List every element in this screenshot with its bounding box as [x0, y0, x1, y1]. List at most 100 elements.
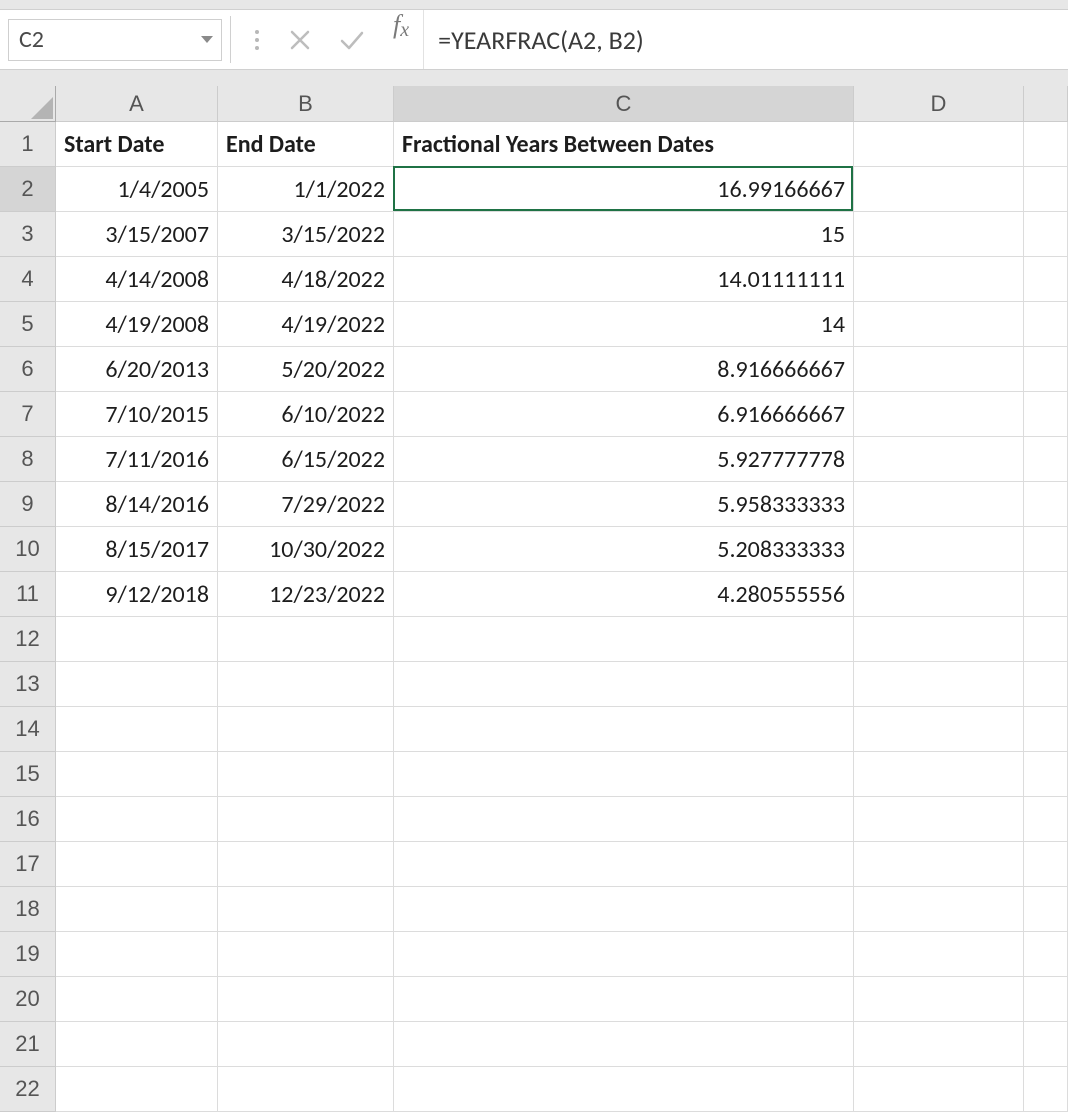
- cell[interactable]: [56, 842, 218, 887]
- cell[interactable]: [854, 572, 1024, 617]
- cell[interactable]: [394, 1022, 854, 1067]
- cell[interactable]: [854, 707, 1024, 752]
- cell[interactable]: 5/20/2022: [218, 347, 394, 392]
- cell[interactable]: [1024, 1022, 1068, 1067]
- cell[interactable]: 14: [394, 302, 854, 347]
- cell[interactable]: [1024, 527, 1068, 572]
- cell[interactable]: [854, 302, 1024, 347]
- cell[interactable]: [218, 707, 394, 752]
- cell[interactable]: 6/20/2013: [56, 347, 218, 392]
- row-header[interactable]: 16: [0, 797, 56, 842]
- cell[interactable]: 5.927777778: [394, 437, 854, 482]
- cell[interactable]: 14.01111111: [394, 257, 854, 302]
- cell[interactable]: [1024, 212, 1068, 257]
- cell[interactable]: 12/23/2022: [218, 572, 394, 617]
- column-header[interactable]: A: [56, 86, 218, 122]
- cell[interactable]: 6/15/2022: [218, 437, 394, 482]
- cell[interactable]: [56, 707, 218, 752]
- cell[interactable]: [854, 482, 1024, 527]
- cell[interactable]: [854, 887, 1024, 932]
- cell[interactable]: [1024, 617, 1068, 662]
- cell[interactable]: Fractional Years Between Dates: [394, 122, 854, 167]
- cell[interactable]: [56, 1022, 218, 1067]
- cell[interactable]: [1024, 302, 1068, 347]
- cell[interactable]: [56, 887, 218, 932]
- column-header[interactable]: D: [854, 86, 1024, 122]
- formula-input[interactable]: =YEARFRAC(A2, B2): [423, 10, 1068, 69]
- cell[interactable]: 16.99166667: [394, 167, 854, 212]
- cell[interactable]: [854, 617, 1024, 662]
- chevron-down-icon[interactable]: [201, 36, 213, 43]
- cell[interactable]: [218, 797, 394, 842]
- cell[interactable]: [218, 1067, 394, 1112]
- cell[interactable]: [1024, 752, 1068, 797]
- cell[interactable]: 1/4/2005: [56, 167, 218, 212]
- cell[interactable]: [1024, 257, 1068, 302]
- cell[interactable]: [1024, 707, 1068, 752]
- column-header[interactable]: C: [394, 86, 854, 122]
- row-header[interactable]: 13: [0, 662, 56, 707]
- cell[interactable]: [218, 842, 394, 887]
- fx-icon[interactable]: fx: [387, 10, 423, 69]
- cell[interactable]: [854, 1067, 1024, 1112]
- worksheet-grid[interactable]: ABCD1Start DateEnd DateFractional Years …: [0, 86, 1068, 1112]
- cell[interactable]: [1024, 122, 1068, 167]
- cell[interactable]: 7/29/2022: [218, 482, 394, 527]
- column-header[interactable]: [1024, 86, 1068, 122]
- cell[interactable]: [56, 662, 218, 707]
- cell[interactable]: [218, 932, 394, 977]
- cell[interactable]: 5.208333333: [394, 527, 854, 572]
- cell[interactable]: End Date: [218, 122, 394, 167]
- cell[interactable]: [1024, 932, 1068, 977]
- row-header[interactable]: 14: [0, 707, 56, 752]
- cell[interactable]: [394, 1067, 854, 1112]
- cell[interactable]: 4/19/2008: [56, 302, 218, 347]
- row-header[interactable]: 18: [0, 887, 56, 932]
- cell[interactable]: [394, 662, 854, 707]
- cell[interactable]: [1024, 437, 1068, 482]
- cell[interactable]: [854, 167, 1024, 212]
- cell[interactable]: 3/15/2007: [56, 212, 218, 257]
- cell[interactable]: [56, 797, 218, 842]
- cell[interactable]: [394, 977, 854, 1022]
- cell[interactable]: [1024, 797, 1068, 842]
- cell[interactable]: [56, 752, 218, 797]
- row-header[interactable]: 9: [0, 482, 56, 527]
- cell[interactable]: [394, 932, 854, 977]
- cell[interactable]: [218, 977, 394, 1022]
- cell[interactable]: 15: [394, 212, 854, 257]
- cell[interactable]: 9/12/2018: [56, 572, 218, 617]
- row-header[interactable]: 8: [0, 437, 56, 482]
- cell[interactable]: 4/14/2008: [56, 257, 218, 302]
- cell[interactable]: [854, 977, 1024, 1022]
- cell[interactable]: [854, 437, 1024, 482]
- cell[interactable]: [56, 617, 218, 662]
- row-header[interactable]: 15: [0, 752, 56, 797]
- row-header[interactable]: 12: [0, 617, 56, 662]
- cell[interactable]: 7/10/2015: [56, 392, 218, 437]
- row-header[interactable]: 5: [0, 302, 56, 347]
- cell[interactable]: [854, 122, 1024, 167]
- row-header[interactable]: 11: [0, 572, 56, 617]
- cell[interactable]: [218, 617, 394, 662]
- cell[interactable]: 5.958333333: [394, 482, 854, 527]
- cell[interactable]: 6.916666667: [394, 392, 854, 437]
- cell[interactable]: [854, 932, 1024, 977]
- cell[interactable]: [56, 932, 218, 977]
- row-header[interactable]: 4: [0, 257, 56, 302]
- cell[interactable]: 7/11/2016: [56, 437, 218, 482]
- cell[interactable]: 3/15/2022: [218, 212, 394, 257]
- cell[interactable]: [1024, 1067, 1068, 1112]
- row-header[interactable]: 6: [0, 347, 56, 392]
- row-header[interactable]: 20: [0, 977, 56, 1022]
- cell[interactable]: [394, 707, 854, 752]
- cell[interactable]: [854, 257, 1024, 302]
- cell[interactable]: Start Date: [56, 122, 218, 167]
- cell[interactable]: [56, 977, 218, 1022]
- cell[interactable]: [854, 527, 1024, 572]
- cell[interactable]: [56, 1067, 218, 1112]
- row-header[interactable]: 22: [0, 1067, 56, 1112]
- cell[interactable]: 8/14/2016: [56, 482, 218, 527]
- cell[interactable]: [1024, 842, 1068, 887]
- cell[interactable]: [1024, 572, 1068, 617]
